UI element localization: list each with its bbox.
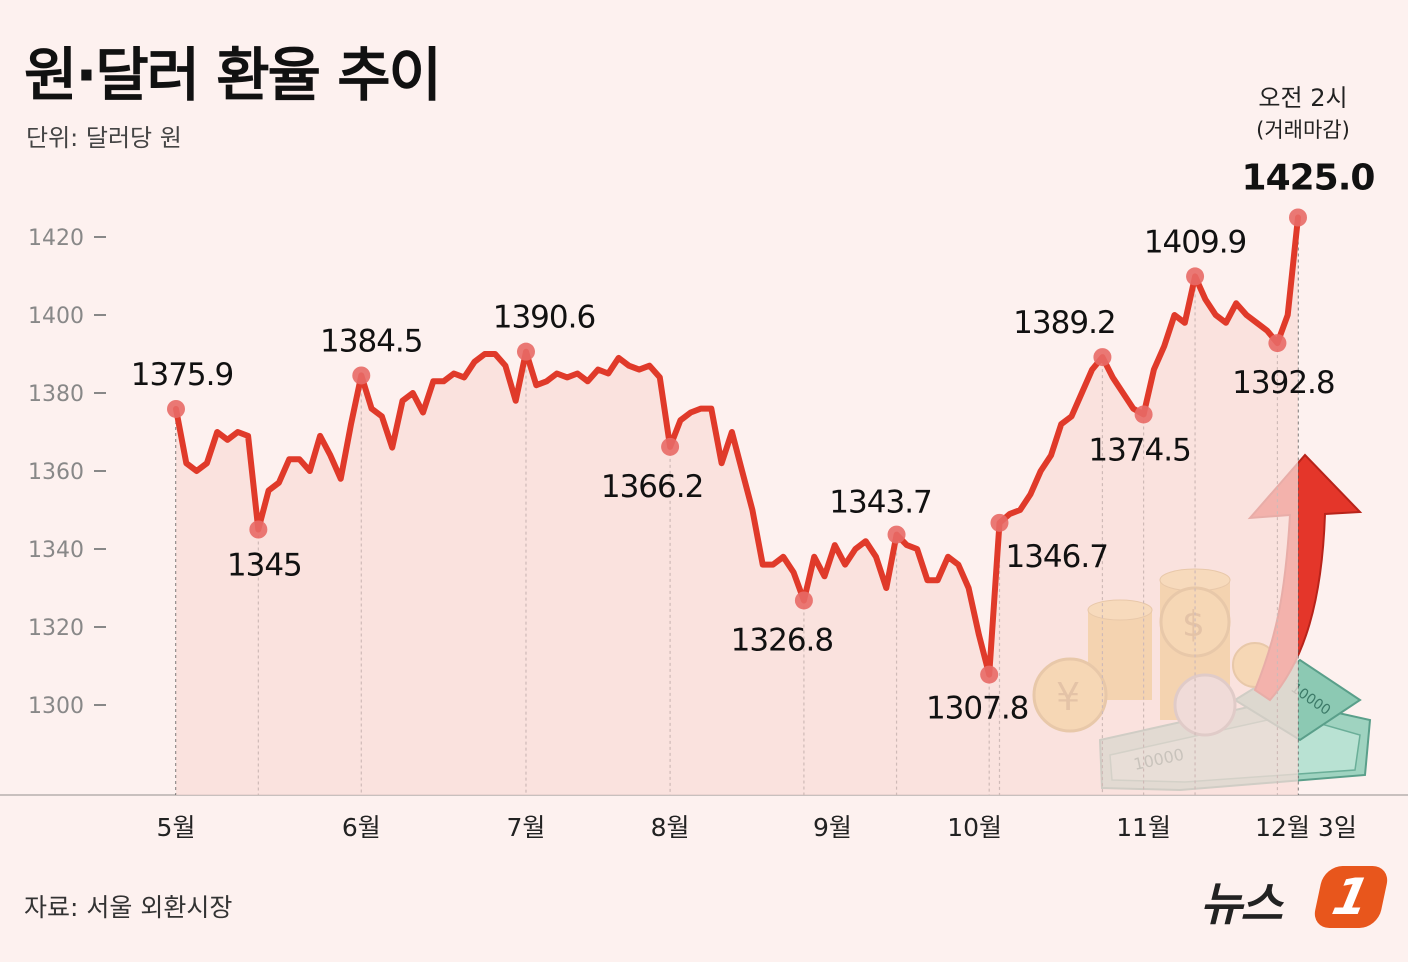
y-tick-label: 1400 <box>28 304 84 329</box>
data-label: 1392.8 <box>1232 365 1334 401</box>
data-label: 1425.0 <box>1242 158 1375 199</box>
y-tick-label: 1360 <box>28 460 84 485</box>
x-tick-label: 12월 3일 <box>1255 813 1357 842</box>
data-point-marker <box>990 513 1009 532</box>
x-tick-label: 6월 <box>342 813 381 842</box>
unit-label: 단위: 달러당 원 <box>26 124 182 152</box>
data-point-marker <box>1093 348 1112 367</box>
data-point-marker <box>1268 334 1287 353</box>
data-label: 1326.8 <box>731 622 833 658</box>
data-label: 1366.2 <box>601 469 703 505</box>
logo-text: 뉴스 <box>1200 877 1283 931</box>
data-point-marker <box>661 437 680 456</box>
data-label: 1409.9 <box>1144 224 1246 260</box>
y-tick-label: 1300 <box>28 694 84 719</box>
x-tick-label: 9월 <box>813 813 852 842</box>
data-label: 1346.7 <box>1005 539 1107 575</box>
y-tick-label: 1380 <box>28 382 84 407</box>
data-point-marker <box>794 591 813 610</box>
data-label: 1389.2 <box>1013 305 1115 341</box>
y-tick-label: 1340 <box>28 538 84 563</box>
logo-badge: 1 <box>1311 866 1391 928</box>
data-label: 1307.8 <box>926 691 1028 727</box>
y-tick-label: 1320 <box>28 616 84 641</box>
close-time-label: 오전 2시 <box>1258 84 1348 112</box>
data-labels: 1375.9 1345 1384.5 1390.6 1366.2 1326.8 1343.7… <box>131 158 1376 727</box>
x-tick-label: 10월 <box>947 813 1002 842</box>
data-point-marker <box>167 399 185 418</box>
data-label: 1343.7 <box>829 485 931 521</box>
data-point-marker <box>980 665 999 684</box>
close-time-sublabel: (거래마감) <box>1256 118 1350 142</box>
area-fill <box>176 217 1298 795</box>
data-label: 1374.5 <box>1088 432 1190 468</box>
x-tick-label: 11월 <box>1116 813 1171 842</box>
chart-title: 원·달러 환율 추이 <box>24 41 442 109</box>
axis-layer: 1420 1400 1380 1360 1340 1320 1300 5월 6월 7월 8월 9월 10… <box>0 226 1408 842</box>
data-point-marker <box>352 366 371 385</box>
data-label: 1384.5 <box>320 323 422 359</box>
source-label: 자료: 서울 외환시장 <box>24 893 233 922</box>
x-tick-label: 7월 <box>507 813 546 842</box>
x-tick-label: 8월 <box>651 813 690 842</box>
data-point-marker <box>249 520 268 539</box>
plot-layer <box>167 208 1307 795</box>
data-label: 1390.6 <box>493 300 595 336</box>
data-point-marker <box>1134 405 1153 424</box>
news1-logo: 뉴스 1 <box>1200 860 1400 940</box>
data-point-marker <box>516 342 535 361</box>
data-label: 1375.9 <box>131 357 233 393</box>
data-label: 1345 <box>227 548 302 584</box>
close-time-annotation: 오전 2시 (거래마감) <box>1238 82 1368 146</box>
data-point-marker <box>887 525 906 544</box>
y-tick-label: 1420 <box>28 226 84 251</box>
data-point-marker <box>1186 267 1205 286</box>
data-point-marker <box>1289 208 1307 227</box>
x-tick-label: 5월 <box>157 813 196 842</box>
